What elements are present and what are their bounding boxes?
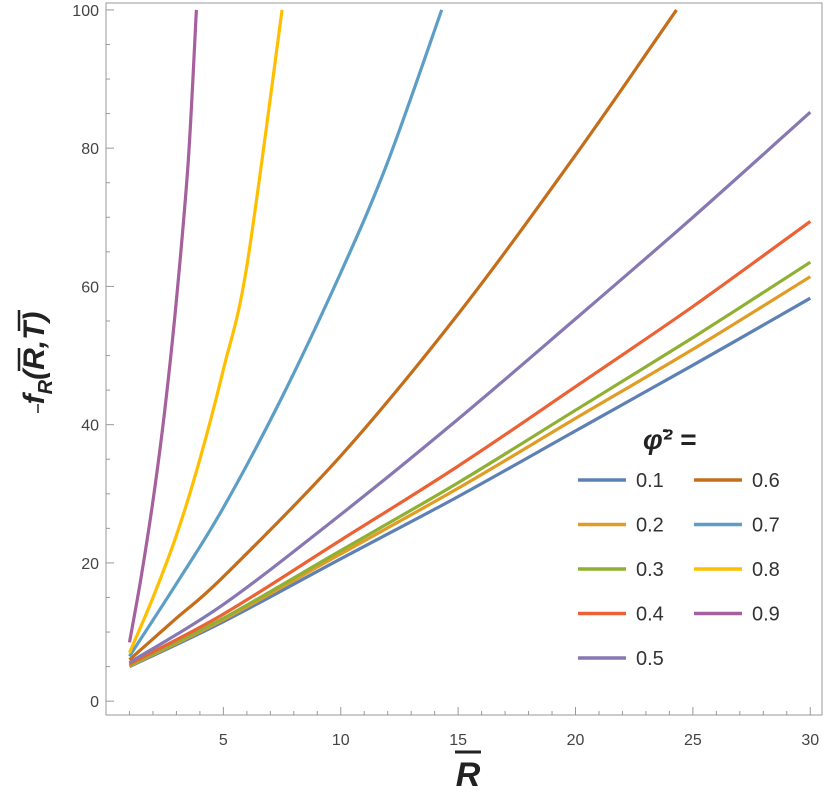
legend-label-0-9: 0.9	[752, 604, 780, 626]
x-tick-label: 5	[219, 732, 228, 749]
y-tick-label: 100	[72, 3, 99, 20]
x-axis-title-text: R	[456, 756, 481, 794]
series-line-0-1	[128, 296, 812, 669]
x-tick-label: 15	[449, 732, 467, 749]
plot-frame	[105, 2, 823, 716]
series-line-0-7	[128, 9, 444, 658]
legend-label-0-5: 0.5	[636, 648, 664, 670]
series-line-0-8	[128, 9, 284, 654]
x-axis-title: R	[455, 750, 481, 794]
legend: φ̇² = 0.1 0.2 0.3 0.4 0.5 0.6 0.7 0.8 0.9	[578, 424, 780, 670]
y-tick-label: 60	[81, 279, 99, 296]
x-tick-label: 20	[567, 732, 585, 749]
y-axis-ticks: 0 20 40 60 80 100	[72, 3, 114, 711]
x-tick-label: 10	[332, 732, 350, 749]
x-tick-label: 30	[801, 732, 819, 749]
legend-label-0-6: 0.6	[752, 470, 780, 492]
series-line-0-3	[128, 260, 812, 667]
legend-title: φ̇² =	[643, 424, 696, 455]
legend-label-0-7: 0.7	[752, 515, 780, 537]
series-line-0-4	[128, 220, 812, 666]
x-axis-ticks: 5 10 15 20 25 30	[128, 707, 819, 749]
x-tick-label: 25	[684, 732, 702, 749]
legend-label-0-3: 0.3	[636, 559, 664, 581]
y-tick-label: 40	[81, 418, 99, 435]
legend-label-0-4: 0.4	[636, 604, 664, 626]
legend-label-0-8: 0.8	[752, 559, 780, 581]
y-axis-title: fR(R,T)	[17, 310, 57, 413]
legend-items: 0.1 0.2 0.3 0.4 0.5 0.6 0.7 0.8 0.9	[578, 470, 780, 670]
y-tick-label: 80	[81, 141, 99, 158]
y-tick-label: 20	[81, 556, 99, 573]
series-lines	[127, 8, 812, 669]
series-line-0-5	[128, 111, 812, 664]
series-line-0-6	[128, 8, 678, 661]
y-tick-label: 0	[90, 694, 99, 711]
series-line-0-9	[127, 9, 198, 643]
y-axis-title-text: fR(R,T)	[18, 312, 57, 405]
legend-label-0-2: 0.2	[636, 515, 664, 537]
legend-label-0-1: 0.1	[636, 470, 664, 492]
